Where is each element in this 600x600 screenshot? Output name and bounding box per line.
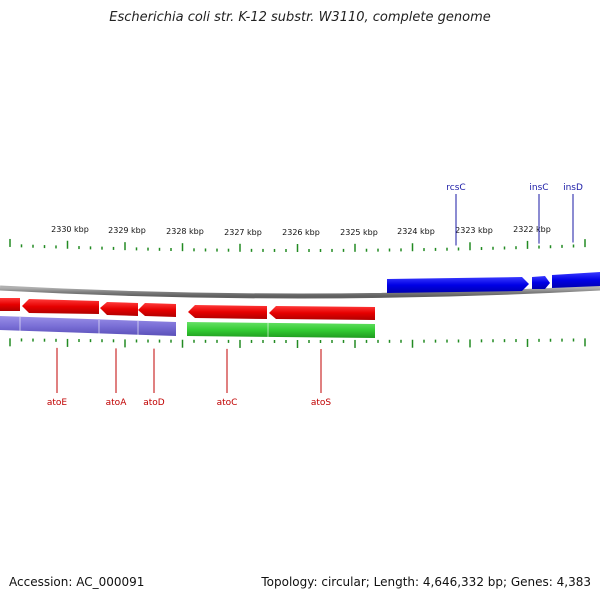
kbp-label: 2328 kbp bbox=[166, 227, 204, 236]
kbp-label: 2325 kbp bbox=[340, 228, 378, 237]
kbp-label: 2324 kbp bbox=[397, 227, 435, 236]
gene-atoD-arrow[interactable] bbox=[100, 302, 138, 316]
gene-atoA-arrow[interactable] bbox=[22, 299, 99, 314]
lower-tick-track bbox=[9, 338, 586, 348]
forward-gene-labels: rcsC insC insD bbox=[446, 183, 583, 246]
gene-label-atoE[interactable]: atoE bbox=[47, 398, 68, 408]
forward-gene-track bbox=[387, 272, 600, 293]
genome-backbone bbox=[0, 285, 600, 299]
gene-atoC-arrow[interactable] bbox=[138, 303, 176, 317]
map-title: Escherichia coli str. K-12 substr. W3110… bbox=[109, 10, 491, 25]
kbp-scale-labels: 2330 kbp 2329 kbp 2328 kbp 2327 kbp 2326 kbp… bbox=[51, 225, 551, 237]
reverse-gene-labels: atoE atoA atoD atoC atoS bbox=[47, 347, 332, 408]
gene-label-insD[interactable]: insD bbox=[563, 183, 583, 193]
kbp-label: 2326 kbp bbox=[282, 228, 320, 237]
upper-tick-track bbox=[9, 238, 586, 252]
gene-insD-arrow[interactable] bbox=[552, 272, 600, 288]
green-feature-track bbox=[187, 322, 375, 338]
kbp-label: 2323 kbp bbox=[455, 226, 493, 235]
gene-atoC2-arrow[interactable] bbox=[188, 305, 267, 319]
kbp-label: 2322 kbp bbox=[513, 225, 551, 234]
gene-label-insC[interactable]: insC bbox=[529, 183, 548, 193]
gene-label-atoC[interactable]: atoC bbox=[217, 398, 238, 408]
gene-label-atoD[interactable]: atoD bbox=[143, 398, 165, 408]
kbp-label: 2329 kbp bbox=[108, 226, 146, 235]
accession-text: Accession: AC_000091 bbox=[9, 575, 145, 589]
kbp-label: 2327 kbp bbox=[224, 228, 262, 237]
reverse-gene-track bbox=[0, 298, 375, 320]
purple-feature-track bbox=[0, 316, 176, 336]
gene-label-atoA[interactable]: atoA bbox=[106, 398, 128, 408]
genome-summary-text: Topology: circular; Length: 4,646,332 bp… bbox=[261, 575, 591, 589]
gene-rcsC-arrow[interactable] bbox=[387, 277, 529, 293]
gene-atoS-arrow[interactable] bbox=[269, 306, 375, 320]
kbp-label: 2330 kbp bbox=[51, 225, 89, 234]
gene-insC-arrow[interactable] bbox=[532, 276, 550, 289]
gene-label-atoS[interactable]: atoS bbox=[311, 398, 332, 408]
gene-atoE-arrow[interactable] bbox=[0, 298, 20, 311]
gene-label-rcsC[interactable]: rcsC bbox=[446, 183, 465, 193]
